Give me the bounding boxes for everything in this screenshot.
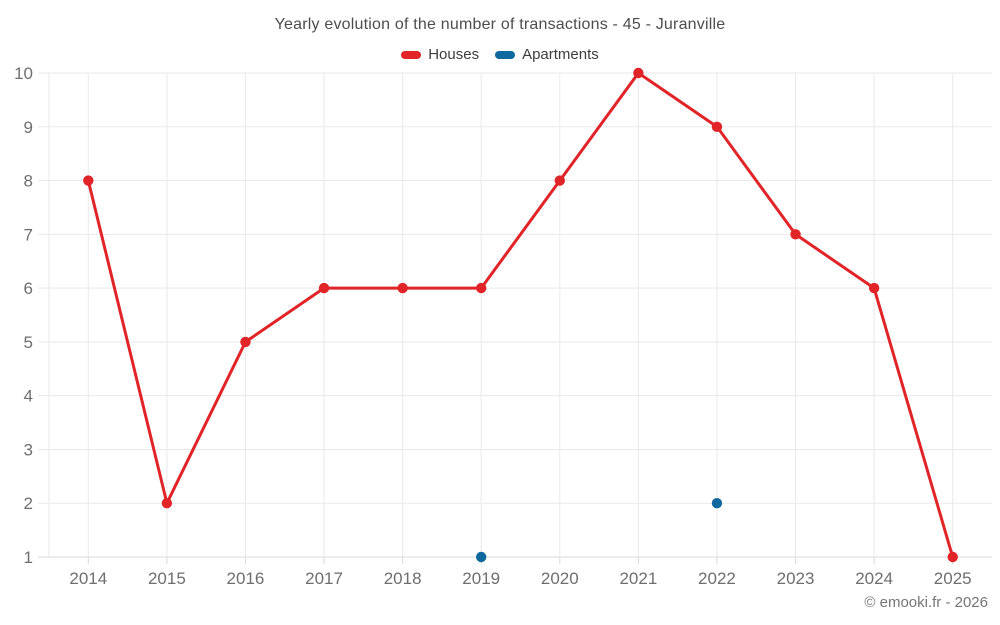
x-tick-label: 2023 [777, 569, 815, 588]
data-point-houses-2021[interactable] [633, 67, 644, 79]
data-point-houses-2023[interactable] [790, 229, 801, 240]
legend-item-houses[interactable]: Houses [401, 46, 479, 63]
houses-legend-swatch-icon [401, 50, 422, 59]
data-point-houses-2018[interactable] [397, 282, 408, 294]
chart-legend: Houses Apartments [0, 46, 1000, 63]
x-tick-label: 2015 [148, 569, 186, 588]
data-point-apartments-2019[interactable] [476, 551, 487, 563]
data-point-houses-2017[interactable] [318, 282, 330, 294]
data-point-apartments-2022[interactable] [711, 498, 723, 509]
y-tick-label: 5 [24, 333, 33, 352]
x-tick-label: 2020 [541, 569, 579, 588]
x-tick-label: 2017 [305, 569, 343, 588]
x-tick-label: 2016 [227, 569, 265, 588]
x-tick-label: 2022 [698, 569, 736, 588]
data-point-houses-2015[interactable] [161, 498, 173, 509]
y-tick-label: 10 [14, 64, 33, 83]
x-tick-label: 2014 [69, 569, 107, 588]
data-point-houses-2016[interactable] [240, 336, 251, 348]
x-tick-label: 2024 [855, 569, 893, 588]
houses-line [86, 71, 955, 559]
x-tick-label: 2019 [462, 569, 500, 588]
y-tick-label: 4 [24, 387, 33, 406]
legend-label-apartments: Apartments [522, 46, 599, 63]
data-point-houses-2020[interactable] [554, 175, 565, 186]
x-tick-label: 2021 [619, 569, 657, 588]
data-point-houses-2019[interactable] [476, 282, 487, 294]
data-point-houses-2024[interactable] [868, 282, 880, 294]
data-point-houses-2014[interactable] [83, 175, 94, 186]
legend-label-houses: Houses [428, 46, 480, 63]
copyright-footer: © emooki.fr - 2026 [864, 594, 988, 611]
x-tick-label: 2018 [384, 569, 422, 588]
apartments-legend-swatch-icon [495, 50, 516, 59]
y-tick-label: 9 [24, 118, 33, 137]
y-tick-label: 8 [24, 172, 33, 191]
y-tick-label: 7 [24, 225, 33, 244]
data-point-houses-2025[interactable] [947, 551, 958, 563]
x-tick-label: 2025 [934, 569, 972, 588]
chart-title: Yearly evolution of the number of transa… [274, 16, 726, 33]
y-tick-label: 6 [24, 279, 33, 298]
data-point-houses-2022[interactable] [711, 121, 723, 132]
y-tick-label: 2 [24, 494, 33, 513]
y-tick-label: 1 [24, 548, 33, 567]
y-tick-label: 3 [24, 440, 33, 459]
legend-item-apartments[interactable]: Apartments [495, 46, 599, 63]
